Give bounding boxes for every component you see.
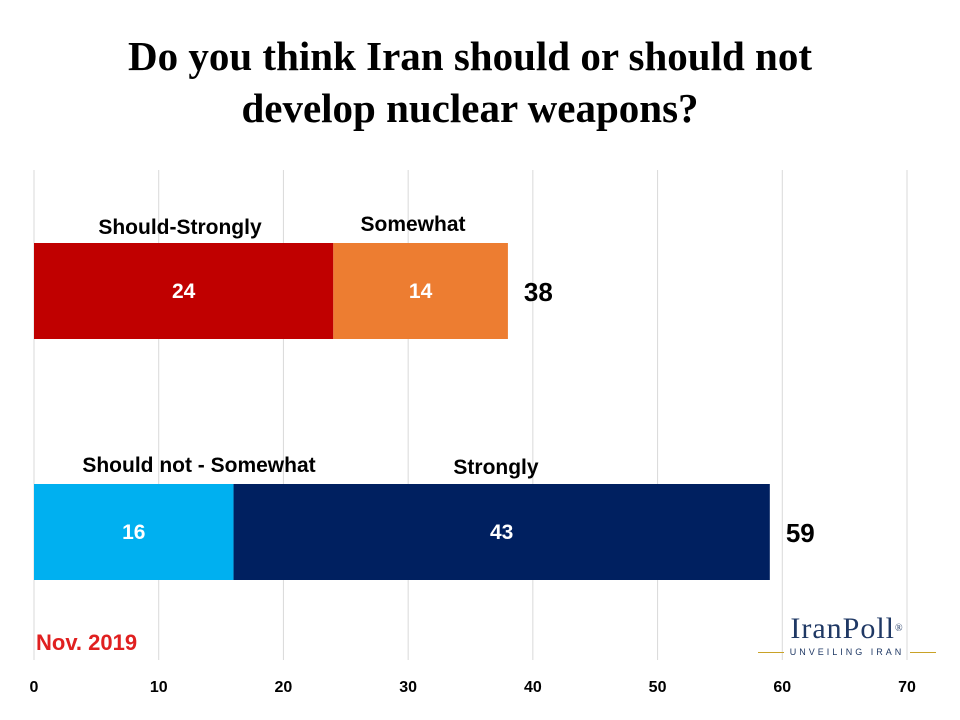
x-tick-label: 30 — [399, 679, 417, 696]
x-tick-label: 10 — [150, 679, 168, 696]
bar-value-label: 24 — [172, 280, 196, 303]
bar-segment — [34, 243, 334, 339]
bar-value-label: 43 — [490, 521, 513, 544]
iranpoll-logo: IranPoll® UNVEILING IRAN — [752, 612, 942, 658]
chart-title-line-1: Do you think Iran should or should not — [128, 33, 812, 79]
bar-total-label: 59 — [786, 518, 815, 548]
segment-category-label: Should not - Somewhat — [82, 454, 315, 477]
bar-value-label: 16 — [122, 521, 145, 544]
chart-title: Do you think Iran should or should not d… — [0, 30, 940, 134]
bar-total-label: 38 — [524, 277, 553, 307]
x-tick-label: 60 — [773, 679, 791, 696]
logo-name-text: IranPoll — [790, 612, 896, 645]
x-tick-label: 20 — [275, 679, 293, 696]
logo-registered-mark: ® — [895, 623, 904, 634]
segment-category-label: Strongly — [453, 456, 538, 479]
x-tick-label: 50 — [649, 679, 667, 696]
logo-rule-right — [910, 651, 937, 653]
bar-value-label: 14 — [409, 280, 433, 303]
date-annotation: Nov. 2019 — [36, 630, 137, 655]
bar-segment — [34, 484, 234, 580]
segment-category-label: Should-Strongly — [98, 216, 262, 239]
bar-segment — [333, 243, 508, 339]
logo-tagline: UNVEILING IRAN — [789, 647, 905, 657]
x-tick-label: 0 — [30, 679, 39, 696]
bar-segment — [233, 484, 770, 580]
x-tick-label: 70 — [898, 679, 916, 696]
chart-title-line-2: develop nuclear weapons? — [241, 85, 699, 131]
x-tick-label: 40 — [524, 679, 542, 696]
logo-rule-left — [757, 651, 784, 653]
segment-category-label: Somewhat — [360, 213, 465, 236]
